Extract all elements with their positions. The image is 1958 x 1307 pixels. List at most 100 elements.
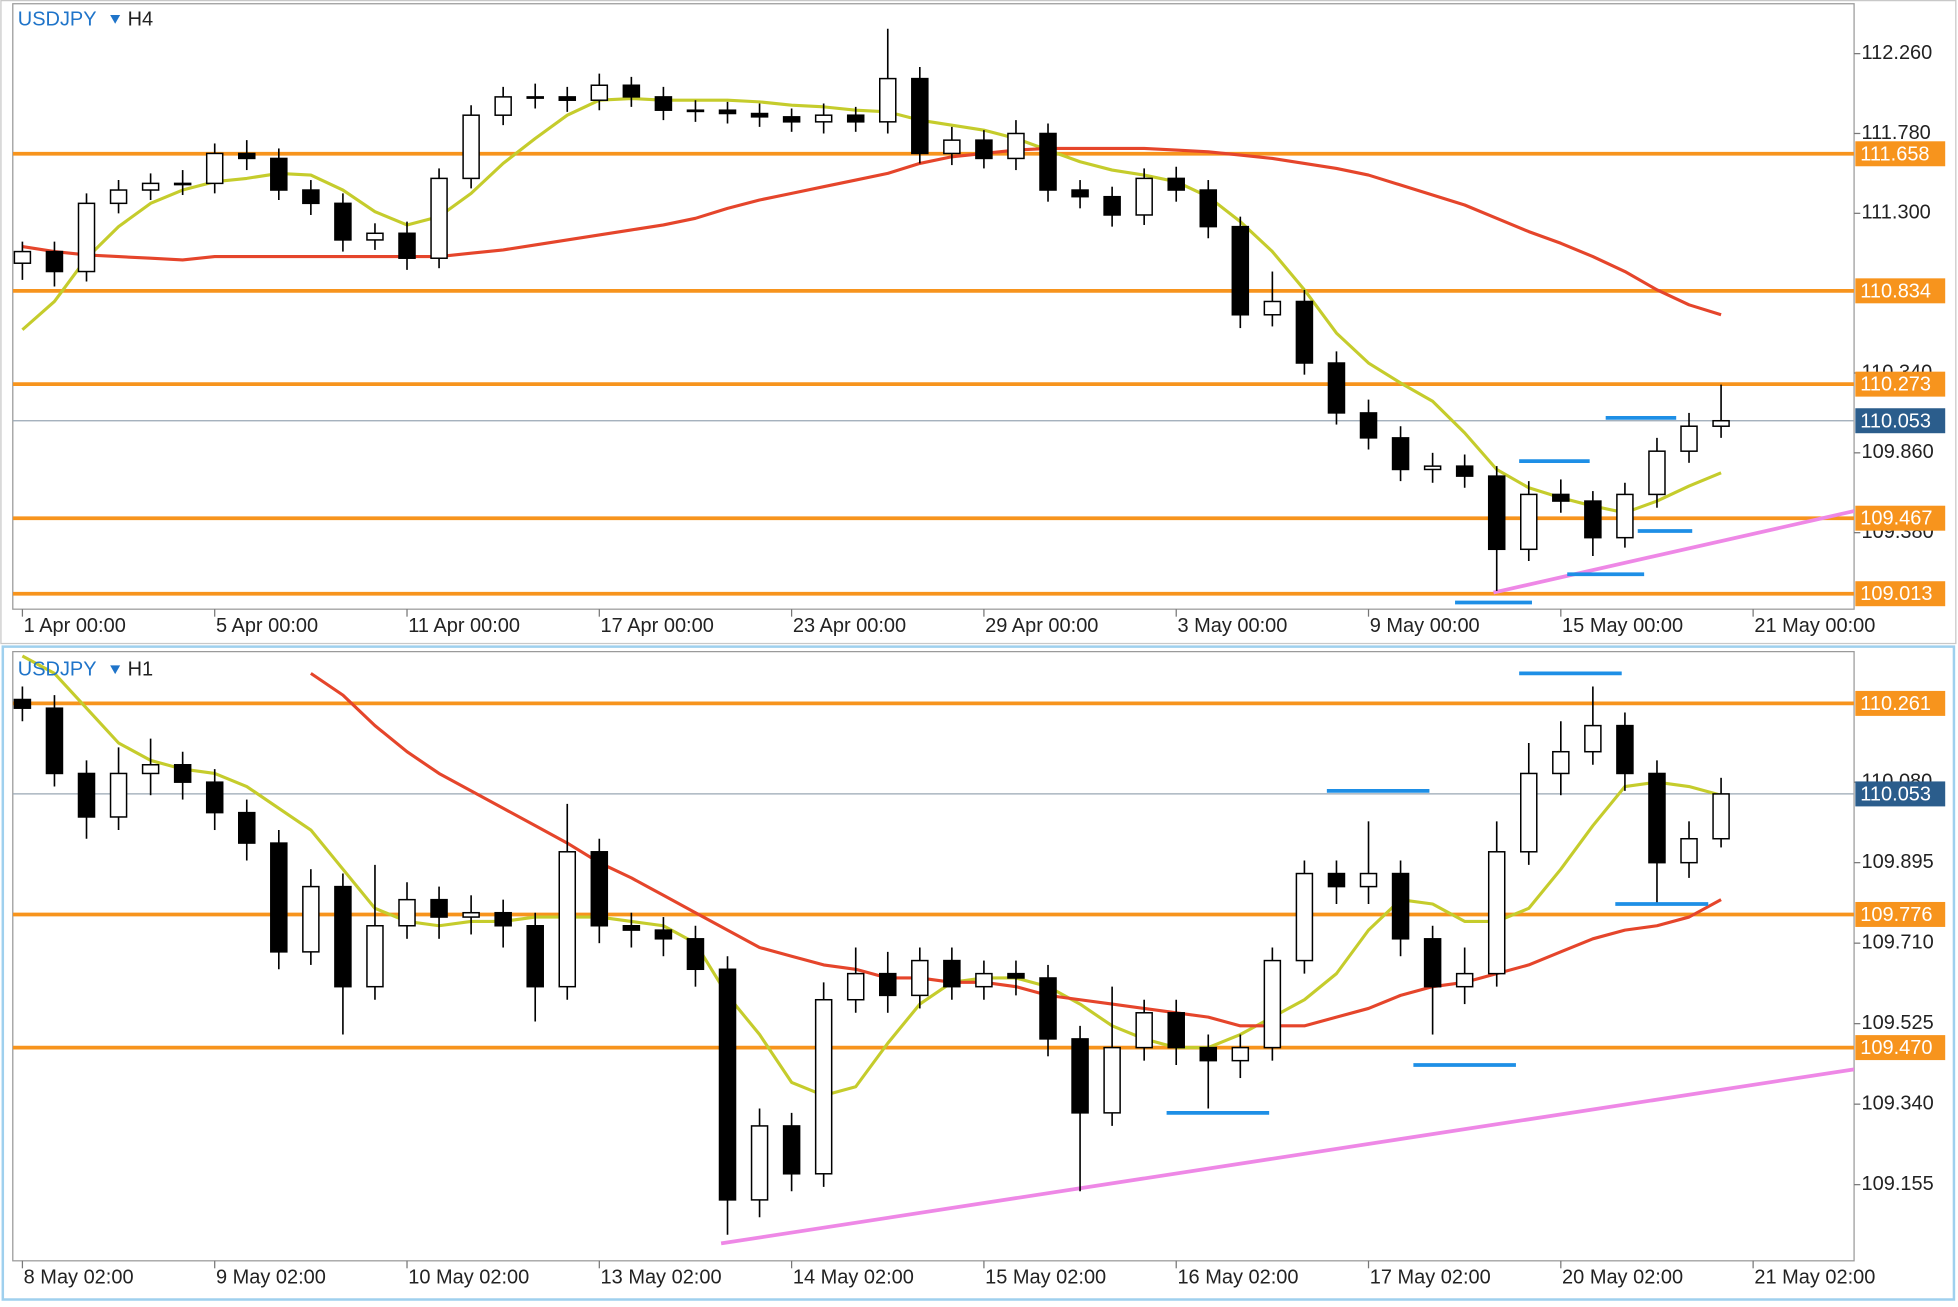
candle-body	[846, 114, 865, 123]
candle-body	[943, 139, 961, 155]
candle-body	[77, 772, 96, 818]
x-tick-label: 9 May 02:00	[216, 1267, 326, 1289]
candle-body	[879, 77, 897, 123]
candle-body	[462, 114, 480, 180]
x-tick-label: 23 Apr 00:00	[793, 615, 906, 637]
moving-average	[22, 146, 1722, 317]
candle-body	[1680, 837, 1698, 864]
candle-body	[270, 842, 288, 953]
candle-body	[141, 764, 160, 775]
candle-body	[1263, 959, 1282, 1049]
candle-body	[879, 972, 897, 997]
candle-body	[782, 116, 801, 123]
candle-body	[1520, 493, 1538, 551]
level-label: 109.776	[1860, 904, 1932, 926]
candle-body	[1071, 1038, 1089, 1114]
candle-body	[302, 885, 320, 953]
level-label: 109.470	[1860, 1037, 1932, 1059]
plot-area	[12, 654, 1855, 1246]
candle-body	[430, 177, 448, 259]
x-tick-label: 20 May 02:00	[1562, 1267, 1683, 1289]
y-tick-label: 109.340	[1862, 1092, 1934, 1114]
candle-body	[1359, 412, 1378, 439]
candle-body	[205, 152, 224, 185]
y-tick-label: 109.155	[1862, 1173, 1934, 1195]
candle-body	[1295, 300, 1314, 364]
moving-average	[21, 96, 1722, 515]
candle-body	[430, 898, 448, 918]
candle-body	[1616, 724, 1634, 775]
x-tick-label: 8 May 02:00	[24, 1267, 134, 1289]
symbol: USDJPY	[18, 8, 97, 30]
candle-body	[1135, 177, 1153, 216]
candle-body	[975, 972, 993, 988]
candle-body	[1231, 225, 1250, 316]
level-label: 110.261	[1860, 693, 1931, 715]
candle-body	[1552, 750, 1570, 775]
candle-body	[558, 851, 577, 988]
candle-body	[494, 911, 512, 927]
candle-body	[77, 202, 96, 273]
candle-body	[654, 929, 673, 940]
candle-body	[173, 182, 192, 186]
candle-body	[943, 959, 961, 988]
last-price-label: 110.053	[1860, 783, 1931, 805]
trendline	[1493, 509, 1855, 595]
candle-body	[270, 157, 288, 191]
candle-body	[1584, 500, 1602, 539]
candle-body	[1263, 300, 1282, 316]
candle-body	[975, 139, 993, 160]
x-tick-label: 1 Apr 00:00	[24, 615, 126, 637]
level-label: 110.273	[1860, 374, 1931, 396]
candle-body	[334, 885, 352, 988]
level-label-box	[1855, 278, 1946, 304]
candle-body	[1712, 793, 1730, 840]
candle-body	[814, 114, 833, 123]
candle-body	[1455, 972, 1474, 988]
candle-body	[1071, 189, 1089, 198]
x-tick-label: 11 Apr 00:00	[408, 615, 520, 637]
level-label: 111.658	[1860, 143, 1929, 165]
candle-body	[654, 96, 673, 111]
candle-body	[398, 232, 416, 259]
candle-body	[1039, 132, 1057, 191]
candle-body	[1648, 450, 1666, 496]
x-tick-label: 3 May 00:00	[1177, 615, 1287, 637]
y-tick-label: 111.300	[1862, 202, 1931, 224]
x-tick-label: 5 Apr 00:00	[216, 615, 318, 637]
last-price-label: 110.053	[1860, 410, 1931, 432]
x-tick-label: 29 Apr 00:00	[985, 615, 1098, 637]
candle-body	[1135, 1012, 1153, 1049]
candle-body	[1327, 362, 1346, 414]
y-tick-label: 112.260	[1862, 42, 1933, 64]
x-tick-label: 13 May 02:00	[601, 1267, 722, 1289]
candle-body	[1327, 872, 1346, 888]
candle-body	[911, 77, 929, 155]
timeframe: H1	[128, 659, 154, 681]
symbol-menu-arrow	[110, 665, 121, 675]
symbol-menu-arrow	[110, 14, 121, 24]
plot-area	[12, 28, 1855, 605]
candle-body	[846, 972, 865, 1001]
level-label-box	[1855, 1035, 1946, 1061]
candle-body	[1007, 972, 1025, 979]
candle-body	[205, 781, 224, 814]
candle-body	[1359, 872, 1378, 888]
y-tick-label: 109.710	[1862, 931, 1934, 953]
top-panel	[0, 0, 1957, 645]
level-label-box	[1855, 371, 1946, 397]
level-label-box	[1855, 901, 1946, 927]
trendline	[720, 1067, 1855, 1246]
candle-body	[237, 152, 256, 160]
candle-body	[526, 96, 544, 99]
candle-body	[1487, 851, 1506, 975]
candle-body	[398, 898, 416, 927]
candle-body	[686, 938, 705, 971]
y-tick-label: 111.780	[1862, 122, 1931, 144]
candle-body	[1455, 465, 1474, 477]
candle-body	[1680, 425, 1698, 452]
candle-body	[750, 112, 769, 118]
candle-body	[590, 84, 609, 101]
candle-body	[1103, 195, 1121, 216]
candle-body	[1039, 977, 1057, 1040]
